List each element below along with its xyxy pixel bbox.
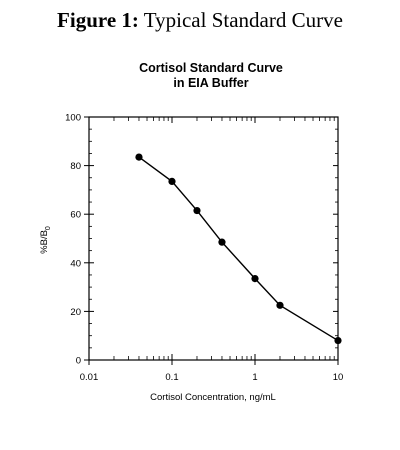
x-tick-label: 1 [252, 372, 257, 383]
series-line [138, 156, 339, 342]
x-axis-tick-labels: 0.01 0.1 1 10 [80, 372, 344, 383]
y-tick-label: 60 [70, 210, 81, 221]
data-point [168, 177, 176, 185]
x-tick-label: 10 [333, 372, 344, 383]
figure-label: Figure 1: [57, 8, 139, 32]
y-tick-label: 100 [65, 113, 81, 124]
plot-frame [88, 116, 339, 361]
figure-caption-text: Typical Standard Curve [143, 8, 343, 32]
y-tick-label: 80 [70, 161, 81, 172]
x-tick-label: 0.01 [80, 372, 99, 383]
y-tick-label: 40 [70, 258, 81, 269]
chart-title-line-1: Cortisol Standard Curve [139, 61, 283, 75]
data-point [193, 206, 201, 215]
y-tick-label: 20 [70, 307, 81, 318]
data-point [251, 274, 259, 283]
data-point [135, 153, 143, 161]
y-axis-title: %B/B0 [39, 226, 52, 254]
y-axis-tick-labels: 0 20 40 60 80 100 [65, 113, 81, 367]
series-layer [135, 153, 342, 345]
data-point [218, 238, 226, 246]
x-tick-label: 0.1 [165, 372, 178, 383]
data-point [334, 336, 342, 345]
y-tick-label: 0 [76, 356, 81, 367]
y-axis-title-subscript: 0 [45, 226, 52, 230]
y-axis-title-main: %B/B [39, 230, 50, 254]
figure-caption: Figure 1: Typical Standard Curve [0, 6, 400, 34]
x-axis-title: Cortisol Concentration, ng/mL [150, 392, 276, 403]
data-point [276, 301, 284, 309]
x-axis-ticks [88, 117, 339, 365]
y-axis-ticks [84, 116, 338, 361]
chart-title-line-2: in EIA Buffer [173, 76, 248, 90]
